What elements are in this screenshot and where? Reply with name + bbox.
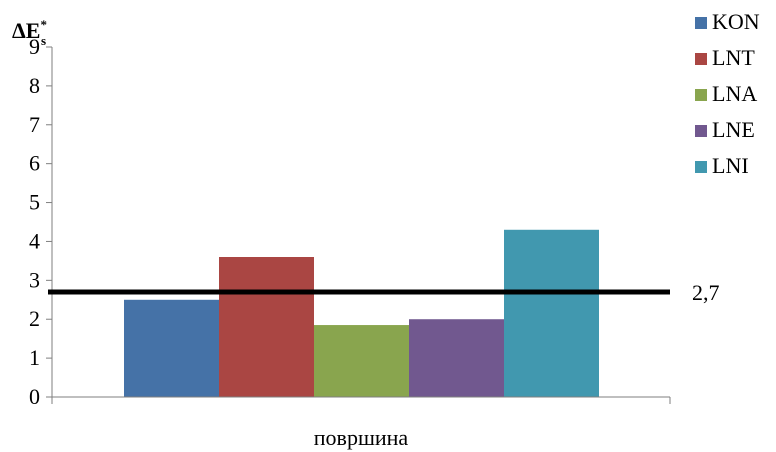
legend-label-kon: KON <box>712 9 760 34</box>
legend-label-lna: LNA <box>712 81 757 106</box>
legend-label-lni: LNI <box>712 153 749 178</box>
y-tick-label: 0 <box>29 384 40 409</box>
y-axis-title-sup: * <box>40 17 47 32</box>
bar-kon <box>124 299 219 397</box>
y-tick-label: 6 <box>29 151 40 176</box>
bar-lni <box>504 229 599 397</box>
legend-label-lnt: LNT <box>712 45 755 70</box>
reference-line-label: 2,7 <box>692 280 720 305</box>
y-tick-label: 5 <box>29 190 40 215</box>
legend-swatch-lne <box>695 125 707 137</box>
legend-swatch-lnt <box>695 53 707 65</box>
legend: KON LNT LNA LNE LNI <box>695 9 760 178</box>
bar-lna <box>314 325 409 397</box>
legend-swatch-lna <box>695 89 707 101</box>
y-tick-label: 4 <box>29 228 40 253</box>
legend-label-lne: LNE <box>712 117 755 142</box>
x-category-label: површина <box>314 425 409 450</box>
bar-lne <box>409 319 504 397</box>
legend-swatch-lni <box>695 161 707 173</box>
y-axis-title-main: ΔE <box>12 18 40 43</box>
y-tick-label: 3 <box>29 267 40 292</box>
y-tick-label: 8 <box>29 73 40 98</box>
y-tick-label: 9 <box>29 34 40 59</box>
legend-swatch-kon <box>695 17 707 29</box>
y-axis-title-sub: s <box>41 33 46 48</box>
y-tick-label: 7 <box>29 112 40 137</box>
y-tick-label: 2 <box>29 306 40 331</box>
bar-lnt <box>219 257 314 397</box>
y-axis-title: ΔE* s <box>12 17 47 48</box>
y-tick-label: 1 <box>29 345 40 370</box>
plot-area: 0 1 2 3 4 5 6 7 8 9 површина 2,7 <box>29 34 720 450</box>
